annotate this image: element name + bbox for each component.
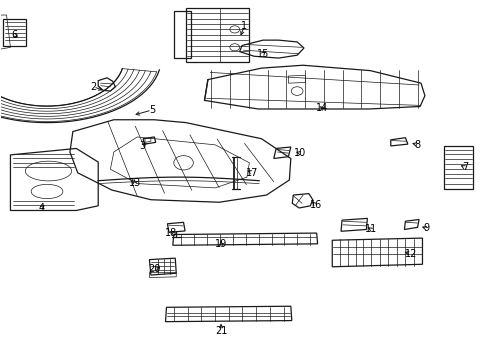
Text: 20: 20 (148, 264, 160, 274)
Text: 14: 14 (316, 103, 328, 113)
Text: 2: 2 (90, 82, 96, 92)
Text: 5: 5 (148, 105, 155, 115)
Text: 15: 15 (256, 49, 269, 59)
Text: 7: 7 (461, 162, 467, 172)
Text: 9: 9 (423, 224, 429, 233)
Text: 21: 21 (214, 325, 227, 336)
Text: 12: 12 (404, 248, 417, 258)
Text: 8: 8 (414, 140, 420, 150)
Text: 3: 3 (139, 141, 145, 151)
Text: 17: 17 (245, 168, 258, 178)
Text: 13: 13 (128, 178, 141, 188)
Text: 18: 18 (165, 228, 177, 238)
Text: 1: 1 (241, 21, 247, 31)
Text: 16: 16 (309, 200, 321, 210)
Text: 6: 6 (11, 30, 18, 40)
Text: 4: 4 (38, 203, 44, 213)
Text: 19: 19 (215, 239, 227, 249)
Text: 11: 11 (365, 225, 377, 234)
Text: 10: 10 (293, 148, 305, 158)
